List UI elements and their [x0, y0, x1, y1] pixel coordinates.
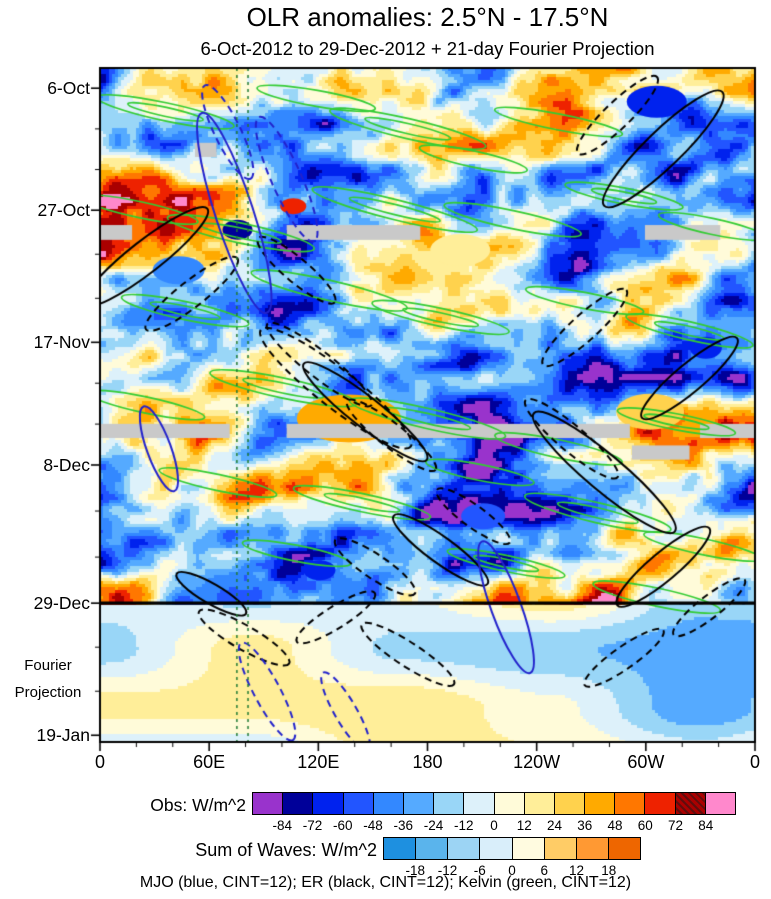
colorbar-tick-label: -6 — [473, 863, 486, 878]
y-tick-label: 29-Dec — [33, 593, 90, 614]
colorbar-tick-label: -84 — [272, 818, 292, 833]
colorbar-tick-label: 12 — [568, 863, 585, 878]
obs-colorbar-segment — [434, 792, 465, 815]
colorbar-tick-label: 60 — [637, 818, 653, 833]
obs-colorbar-segment — [252, 792, 284, 815]
obs-colorbar-segment — [464, 792, 495, 815]
x-tick-label: 120W — [513, 752, 561, 772]
x-tick-label: 180 — [412, 752, 443, 772]
y-tick-label: 8-Dec — [43, 454, 90, 475]
x-tick-label: 0 — [94, 752, 105, 772]
colorbar-tick-label: -18 — [405, 863, 425, 878]
y-tick-label: 6-Oct — [47, 78, 90, 99]
obs-colorbar-segment — [554, 792, 586, 815]
waves-colorbar-segment — [608, 837, 641, 860]
colorbar-tick-label: -48 — [363, 818, 383, 833]
x-tick-label: 60W — [627, 752, 665, 772]
colorbar-tick-label: 18 — [601, 863, 617, 878]
chart-title: OLR anomalies: 2.5°N - 17.5°N — [246, 2, 609, 32]
colorbar-tick-label: 24 — [546, 818, 563, 833]
wave-contour-caption: MJO (blue, CINT=12); ER (black, CINT=12)… — [139, 874, 632, 891]
y-tick-label: 17-Nov — [33, 332, 90, 353]
colorbar-tick-label: 0 — [508, 863, 516, 878]
obs-colorbar-segment — [615, 792, 646, 815]
fourier-projection-label-line2: Projection — [14, 684, 82, 701]
waves-colorbar-segment — [512, 837, 545, 860]
fourier-projection-label-line1: Fourier — [24, 657, 72, 674]
colorbar-tick-label: -24 — [423, 818, 444, 833]
waves-colorbar-segment — [544, 837, 577, 860]
colorbar-tick-label: 84 — [698, 818, 714, 833]
obs-colorbar-segment — [343, 792, 374, 815]
waves-colorbar-label: Sum of Waves: W/m^2 — [195, 840, 377, 860]
obs-colorbar-label: Obs: W/m^2 — [150, 795, 246, 815]
obs-colorbar-segment — [373, 792, 404, 815]
obs-colorbar-segment — [283, 792, 314, 815]
waves-colorbar-segment — [383, 837, 417, 860]
x-tick-label: 60E — [193, 752, 226, 772]
obs-colorbar-segment — [645, 792, 676, 815]
waves-colorbar-segment — [576, 837, 609, 860]
colorbar-tick-label: 72 — [667, 818, 684, 833]
obs-colorbar — [252, 792, 736, 815]
obs-colorbar-segment — [675, 792, 706, 815]
colorbar-tick-label: 12 — [516, 818, 532, 833]
obs-colorbar-segment — [705, 792, 736, 815]
colorbar-tick-label: 36 — [577, 818, 593, 833]
x-tick-label: 120E — [297, 752, 340, 772]
chart-subtitle: 6-Oct-2012 to 29-Dec-2012 + 21-day Fouri… — [200, 38, 655, 59]
colorbar-tick-label: 0 — [490, 818, 498, 833]
colorbar-tick-label: 6 — [540, 863, 548, 878]
obs-colorbar-segment — [524, 792, 555, 815]
x-tick-label: 0 — [749, 752, 760, 772]
y-tick-label: 27-Oct — [37, 200, 90, 221]
waves-colorbar-segment — [448, 837, 481, 860]
colorbar-tick-label: -60 — [332, 818, 353, 833]
colorbar-tick-label: -72 — [302, 818, 323, 833]
waves-colorbar-segment — [480, 837, 513, 860]
colorbar-tick-label: 48 — [607, 818, 623, 833]
obs-colorbar-segment — [313, 792, 344, 815]
waves-colorbar — [383, 837, 641, 860]
obs-colorbar-segment — [494, 792, 525, 815]
obs-colorbar-segment — [403, 792, 435, 815]
colorbar-tick-label: -12 — [437, 863, 458, 878]
colorbar-tick-label: -36 — [393, 818, 413, 833]
waves-colorbar-segment — [416, 837, 449, 860]
obs-colorbar-segment — [585, 792, 616, 815]
colorbar-tick-label: -12 — [453, 818, 474, 833]
y-tick-label: 19-Jan — [36, 725, 90, 746]
